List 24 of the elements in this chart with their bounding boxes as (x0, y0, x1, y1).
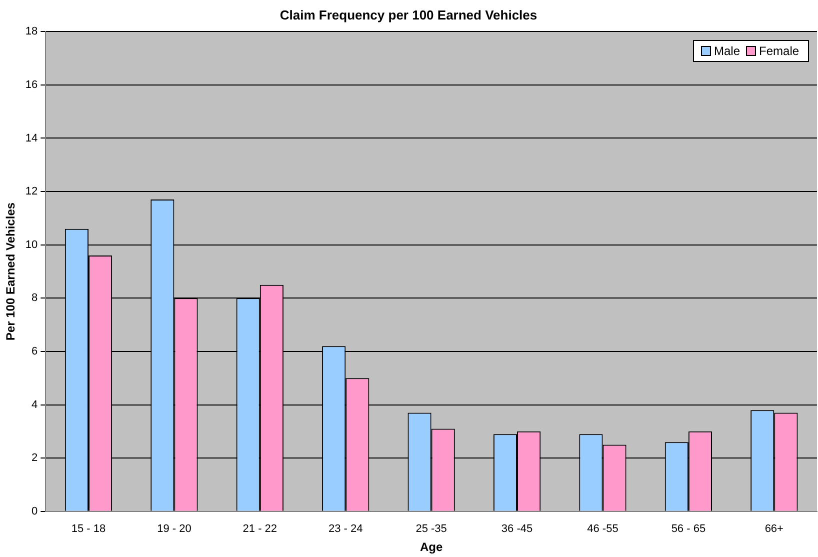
y-tick-label: 10 (25, 238, 38, 251)
y-tick-label: 14 (25, 132, 38, 144)
x-tick-label: 23 - 24 (328, 523, 363, 536)
x-tick-label: 46 -55 (587, 523, 618, 536)
y-tick-label: 18 (25, 26, 38, 38)
y-tick-label: 2 (32, 452, 38, 464)
x-tick-label: 36 -45 (501, 523, 533, 536)
x-axis-title: Age (420, 540, 443, 554)
y-tick-label: 0 (32, 505, 38, 518)
y-tick-label: 12 (25, 186, 38, 198)
x-tick-label: 56 - 65 (671, 523, 706, 536)
y-tick-label: 8 (32, 292, 38, 304)
y-tick-label: 6 (32, 346, 38, 358)
chart-title: Claim Frequency per 100 Earned Vehicles (280, 7, 538, 22)
x-tick-label: 19 - 20 (157, 523, 192, 536)
x-tick-label: 66+ (764, 523, 784, 536)
legend-label: Female (758, 44, 800, 58)
x-tick-label: 15 - 18 (71, 523, 106, 536)
x-tick-label: 25 -35 (416, 523, 447, 536)
legend-label: Male (713, 44, 740, 58)
x-tick-label: 21 - 22 (242, 523, 278, 536)
y-tick-label: 4 (32, 398, 38, 411)
y-axis-title: Per 100 Earned Vehicles (4, 202, 18, 341)
y-tick-label: 16 (25, 78, 38, 91)
